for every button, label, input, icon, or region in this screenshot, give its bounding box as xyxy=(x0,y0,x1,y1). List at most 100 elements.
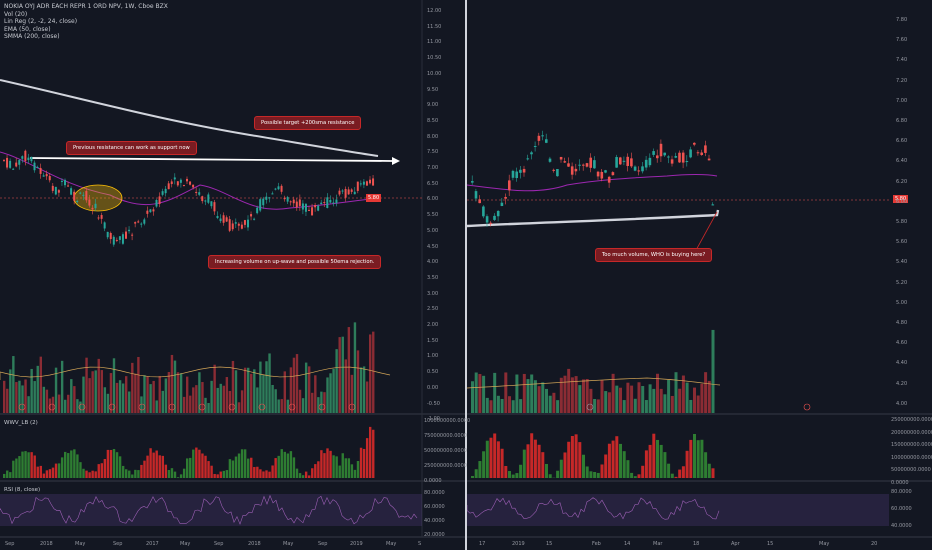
candle-body xyxy=(140,223,143,225)
candle-body xyxy=(167,183,170,190)
right-volume-bar xyxy=(493,372,497,413)
right-candle-body xyxy=(471,181,474,183)
right-volume-bar xyxy=(485,397,489,413)
right-volume-bar xyxy=(574,376,578,413)
volume-bar xyxy=(292,357,296,413)
right-time-axis-label: 15 xyxy=(767,541,774,547)
volume-bar xyxy=(112,358,116,413)
volume-bar xyxy=(125,376,128,413)
legend-vol[interactable]: Vol (20) xyxy=(4,10,28,18)
wwv-bar xyxy=(259,469,262,478)
candle-body xyxy=(280,185,283,192)
right-candle-body xyxy=(519,169,522,173)
price-axis-label: 11.00 xyxy=(427,39,442,46)
volume-bar xyxy=(314,375,317,413)
volume-bar xyxy=(344,359,347,413)
wwv-bar xyxy=(332,455,335,478)
volume-bar xyxy=(131,362,134,413)
right-smma-line xyxy=(467,209,720,228)
right-chart-canvas[interactable] xyxy=(467,0,932,550)
candle-body xyxy=(85,190,88,201)
right-candle-body xyxy=(589,157,592,168)
right-candle-body xyxy=(637,170,641,172)
volume-bar xyxy=(234,370,238,413)
symbol-title[interactable]: NOKIA OYJ ADR EACH REPR 1 ORD NPV, 1W, C… xyxy=(4,3,168,10)
right-volume-bar xyxy=(548,395,552,413)
right-wwv-bar xyxy=(515,473,519,478)
callout-volume: Increasing volume on up-wave and possibl… xyxy=(208,255,382,269)
right-price-axis-label: 6.80 xyxy=(896,118,908,124)
candle-body xyxy=(134,222,137,224)
right-candle-body xyxy=(696,152,700,154)
right-price-axis-label: 7.60 xyxy=(896,37,908,44)
volume-bar xyxy=(219,383,222,413)
wwv-bar xyxy=(320,450,323,478)
right-candle-body xyxy=(559,156,563,160)
candle-body xyxy=(250,214,253,217)
wwv-bar xyxy=(67,453,70,478)
right-candle-body xyxy=(700,152,703,156)
candle-body xyxy=(234,222,237,224)
wwv-bar xyxy=(15,458,18,478)
candle-body xyxy=(326,197,329,208)
volume-bar xyxy=(21,385,24,413)
price-axis-label: 11.50 xyxy=(427,23,442,30)
right-wwv-bar xyxy=(593,471,597,478)
legend-linreg[interactable]: Lin Reg (2, -2, 24, close) xyxy=(4,18,78,25)
right-candle-body xyxy=(615,157,618,168)
candle-body xyxy=(143,219,146,224)
right-volume-bar xyxy=(641,386,645,413)
price-axis-label: 6.50 xyxy=(427,180,439,187)
wwv-bar xyxy=(298,473,302,478)
legend-ema[interactable]: EMA (50, close) xyxy=(4,25,51,33)
candle-body xyxy=(216,215,219,218)
wwv-bar xyxy=(280,449,283,478)
volume-bar xyxy=(64,399,67,413)
candle-body xyxy=(125,231,127,239)
volume-bar xyxy=(198,372,201,413)
volume-bar xyxy=(253,369,256,413)
right-candle-body xyxy=(478,199,481,204)
right-chart-pane[interactable]: Too much volume, WHO is buying here? 5.8… xyxy=(467,0,932,550)
right-volume-bar xyxy=(496,395,500,413)
rsi-line xyxy=(0,494,418,525)
time-axis-label: May xyxy=(283,541,294,547)
legend-smma[interactable]: SMMA (200, close) xyxy=(4,33,60,40)
left-chart-canvas[interactable] xyxy=(0,0,465,550)
right-volume-bar xyxy=(611,373,615,413)
time-axis-label: Sep xyxy=(214,541,224,547)
candle-body xyxy=(51,185,54,191)
volume-bar xyxy=(167,372,171,413)
right-wwv-axis-label: 0.0000 xyxy=(891,479,909,486)
right-volume-bar xyxy=(600,380,604,413)
right-wwv-bar xyxy=(511,474,515,478)
volume-bar xyxy=(311,392,314,413)
candle-body xyxy=(36,166,39,168)
left-chart-pane[interactable]: NOKIA OYJ ADR EACH REPR 1 ORD NPV, 1W, C… xyxy=(0,0,465,550)
right-wwv-bar xyxy=(545,463,548,478)
candle-body xyxy=(356,181,359,191)
wwv-bar xyxy=(128,470,131,478)
right-volume-bar xyxy=(563,375,567,413)
candle-body xyxy=(292,199,295,204)
wwv-bar xyxy=(140,464,143,478)
earnings-marker xyxy=(318,403,326,411)
right-wwv-bar xyxy=(526,444,530,478)
right-price-axis-label: 5.60 xyxy=(896,239,908,246)
wwv-bar xyxy=(341,453,344,478)
right-candle-body xyxy=(652,151,655,155)
time-axis-label: 2018 xyxy=(40,541,53,547)
volume-bar xyxy=(341,336,344,413)
earnings-marker xyxy=(138,403,146,411)
right-candle-body xyxy=(626,156,629,166)
right-wwv-bar xyxy=(482,451,486,478)
right-wwv-bar xyxy=(556,470,560,478)
wwv-bar xyxy=(121,465,125,478)
right-wwv-bar xyxy=(670,473,674,478)
pane-separator[interactable] xyxy=(465,0,467,550)
right-volume-bar xyxy=(478,374,482,413)
right-wwv-axis-label: 100000000.0000 xyxy=(891,454,932,461)
candle-body xyxy=(24,150,27,161)
right-price-axis-label: 6.40 xyxy=(896,158,908,165)
earnings-marker xyxy=(288,403,296,411)
